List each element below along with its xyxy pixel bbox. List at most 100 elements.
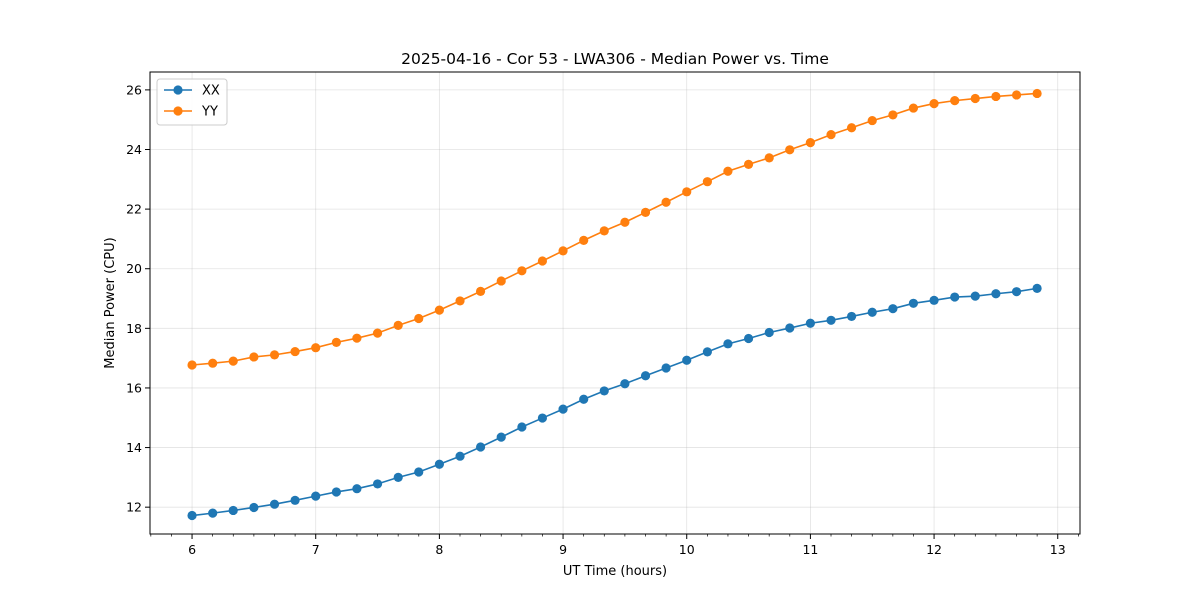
data-point-xx — [805, 318, 815, 328]
data-point-yy — [455, 296, 465, 306]
data-point-xx — [846, 311, 857, 322]
data-point-xx — [888, 304, 898, 314]
y-tick-label: 14 — [126, 440, 142, 455]
x-tick-label: 10 — [679, 542, 695, 557]
y-tick-label: 22 — [126, 202, 142, 217]
data-point-xx — [785, 323, 795, 333]
data-point-yy — [208, 358, 218, 368]
data-point-xx — [249, 502, 259, 513]
data-point-xx — [228, 505, 238, 516]
data-point-yy — [537, 256, 548, 266]
data-point-yy — [393, 320, 403, 330]
data-point-xx — [269, 499, 280, 509]
data-point-xx — [393, 472, 403, 482]
data-point-yy — [475, 286, 486, 296]
data-point-xx — [496, 432, 506, 442]
data-point-xx — [599, 386, 609, 396]
y-tick-label: 24 — [126, 142, 142, 157]
data-point-xx — [867, 307, 877, 317]
data-point-yy — [496, 276, 506, 286]
data-point-xx — [187, 510, 197, 521]
data-point-xx — [929, 295, 939, 305]
data-point-xx — [208, 508, 218, 518]
data-point-xx — [908, 298, 919, 308]
data-point-xx — [764, 327, 774, 338]
data-point-xx — [991, 289, 1001, 299]
data-point-yy — [228, 356, 238, 366]
data-point-xx — [970, 291, 980, 301]
data-point-yy — [805, 138, 815, 148]
axis-ticks: 6 7 8 9 10 11 12 13 12 14 16 18 20 22 24 26 — [126, 82, 1079, 557]
data-point-xx — [579, 394, 589, 404]
data-point-xx — [372, 479, 383, 489]
x-tick-label: 11 — [802, 542, 818, 557]
data-point-xx — [682, 355, 692, 365]
y-tick-label: 20 — [126, 261, 142, 276]
chart-title: 2025-04-16 - Cor 53 - LWA306 - Median Po… — [401, 50, 829, 68]
data-point-yy — [187, 360, 197, 370]
data-point-yy — [579, 235, 589, 246]
legend-marker-yy — [173, 106, 183, 116]
legend-label-xx: XX — [202, 84, 220, 99]
data-point-yy — [269, 350, 280, 360]
data-point-xx — [311, 491, 321, 501]
data-point-yy — [867, 115, 877, 126]
data-point-xx — [414, 467, 424, 477]
y-tick-label: 26 — [126, 82, 142, 97]
data-point-xx — [1011, 287, 1022, 297]
data-point-yy — [311, 343, 321, 353]
x-tick-label: 13 — [1050, 542, 1066, 557]
data-point-xx — [1032, 283, 1042, 293]
series-layer — [187, 88, 1042, 521]
x-tick-label: 6 — [188, 542, 196, 557]
data-point-yy — [414, 313, 424, 324]
data-point-xx — [661, 363, 671, 373]
data-point-xx — [290, 495, 300, 505]
data-point-yy — [1032, 88, 1042, 99]
data-point-xx — [455, 451, 465, 461]
data-point-xx — [475, 442, 486, 452]
data-point-yy — [846, 123, 857, 133]
y-tick-label: 18 — [126, 321, 142, 336]
data-point-yy — [661, 197, 671, 207]
x-tick-label: 12 — [926, 542, 942, 557]
data-point-yy — [290, 346, 300, 357]
data-point-xx — [826, 315, 836, 325]
data-point-yy — [785, 145, 795, 155]
data-point-yy — [702, 177, 712, 187]
data-point-yy — [640, 207, 651, 217]
data-point-xx — [743, 333, 754, 344]
data-point-yy — [434, 305, 444, 315]
data-point-xx — [517, 422, 527, 432]
data-point-yy — [970, 93, 980, 104]
x-tick-label: 7 — [312, 542, 320, 557]
data-point-xx — [537, 413, 548, 423]
data-point-yy — [372, 328, 383, 338]
data-point-yy — [558, 246, 568, 256]
x-tick-label: 8 — [435, 542, 443, 557]
data-point-yy — [723, 166, 733, 176]
data-point-yy — [1011, 90, 1022, 100]
data-point-yy — [682, 187, 692, 197]
data-point-xx — [352, 484, 362, 494]
data-point-xx — [723, 339, 733, 349]
plot-frame — [149, 71, 1081, 535]
data-point-yy — [908, 103, 919, 113]
y-tick-label: 12 — [126, 500, 142, 515]
y-axis-label: Median Power (CPU) — [103, 237, 118, 368]
data-point-yy — [599, 226, 609, 236]
data-point-yy — [991, 91, 1001, 102]
data-point-xx — [331, 487, 341, 497]
data-point-xx — [620, 379, 630, 389]
data-point-yy — [743, 159, 754, 169]
series-xx — [187, 283, 1042, 521]
data-point-xx — [950, 292, 960, 302]
x-axis-label: UT Time (hours) — [563, 564, 667, 579]
data-point-yy — [620, 217, 630, 227]
legend: XX YY — [156, 78, 228, 126]
x-tick-label: 9 — [559, 542, 567, 557]
data-point-yy — [950, 96, 960, 106]
data-point-xx — [558, 404, 568, 414]
data-point-yy — [352, 333, 362, 343]
